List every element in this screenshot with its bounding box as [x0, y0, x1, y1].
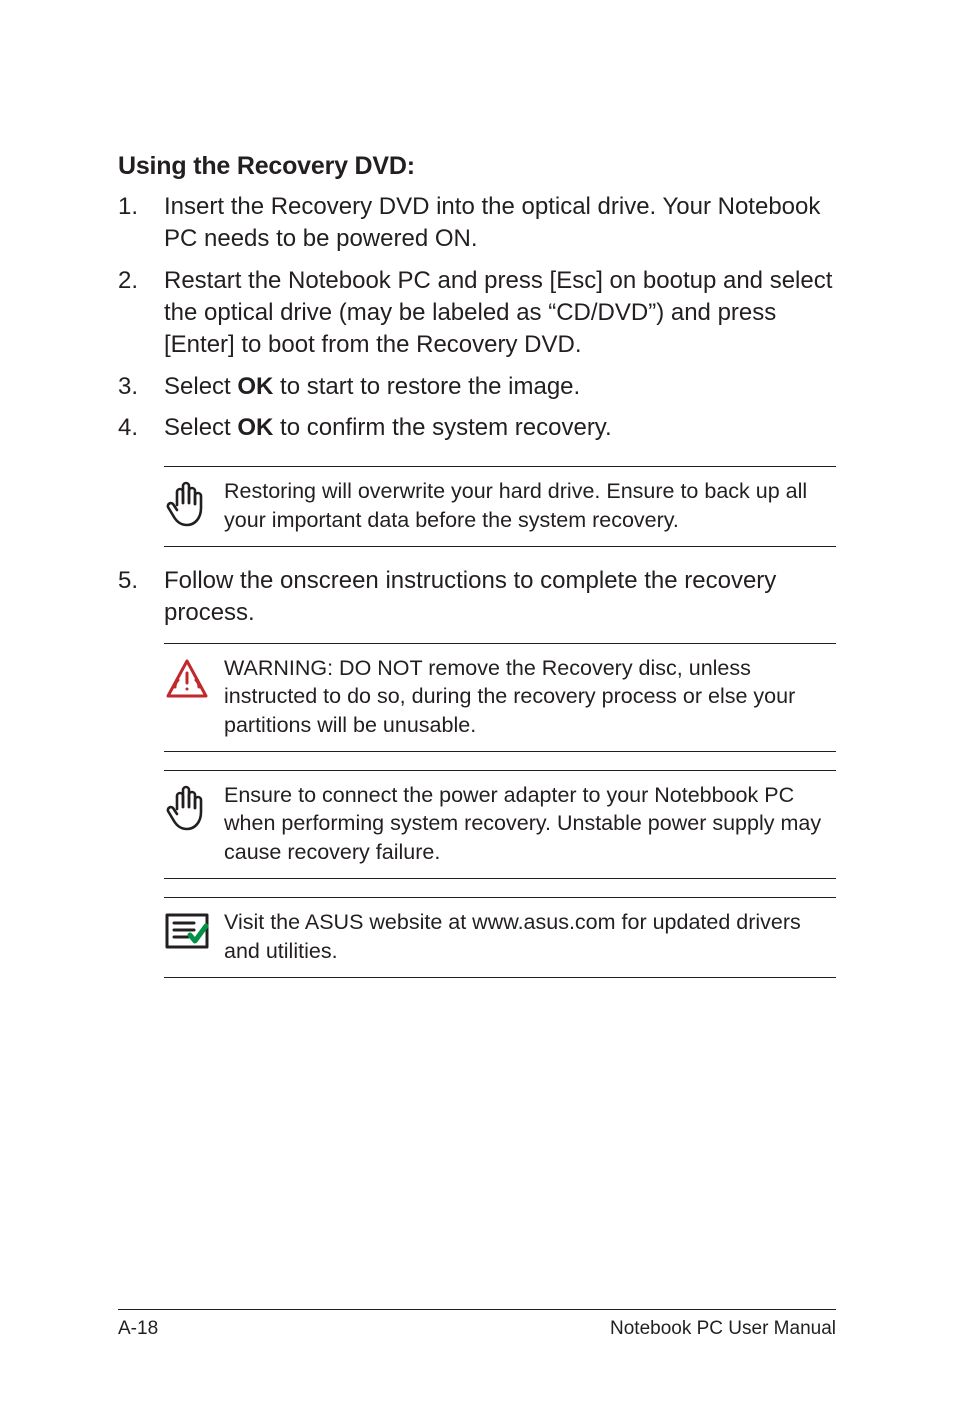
note-box: Restoring will overwrite your hard drive… [164, 466, 836, 547]
step-text: Select OK to confirm the system recovery… [164, 412, 836, 444]
note-text: Ensure to connect the power adapter to y… [224, 781, 836, 866]
note-box: Visit the ASUS website at www.asus.com f… [164, 897, 836, 978]
step-row-5: 5. Follow the onscreen instructions to c… [118, 565, 836, 629]
note-text: WARNING: DO NOT remove the Recovery disc… [224, 654, 836, 739]
note-text: Restoring will overwrite your hard drive… [224, 477, 836, 534]
section-heading: Using the Recovery DVD: [118, 152, 836, 181]
step-text-post: to start to restore the image. [273, 373, 580, 400]
step-text: Restart the Notebook PC and press [Esc] … [164, 265, 836, 361]
tip-icon [164, 908, 224, 965]
step-number: 2. [118, 265, 164, 361]
step-text-pre: Select [164, 373, 237, 400]
page-footer: A-18 Notebook PC User Manual [118, 1309, 836, 1340]
step-text: Follow the onscreen instructions to comp… [164, 565, 836, 629]
step-text-bold: OK [237, 373, 273, 400]
hand-icon [164, 477, 224, 534]
note-box: Ensure to connect the power adapter to y… [164, 770, 836, 879]
step-row-3: 3. Select OK to start to restore the ima… [118, 371, 836, 403]
page-number: A-18 [118, 1318, 158, 1340]
step-row-4: 4. Select OK to confirm the system recov… [118, 412, 836, 444]
step-text-post: to confirm the system recovery. [273, 414, 611, 441]
step-row-1: 1. Insert the Recovery DVD into the opti… [118, 191, 836, 255]
step-text: Select OK to start to restore the image. [164, 371, 836, 403]
step-row-2: 2. Restart the Notebook PC and press [Es… [118, 265, 836, 361]
step-text-pre: Select [164, 414, 237, 441]
step-number: 5. [118, 565, 164, 629]
warning-icon [164, 654, 224, 739]
step-number: 1. [118, 191, 164, 255]
hand-icon [164, 781, 224, 866]
note-text: Visit the ASUS website at www.asus.com f… [224, 908, 836, 965]
note-box: WARNING: DO NOT remove the Recovery disc… [164, 643, 836, 752]
step-text: Insert the Recovery DVD into the optical… [164, 191, 836, 255]
step-number: 4. [118, 412, 164, 444]
page: Using the Recovery DVD: 1. Insert the Re… [0, 0, 954, 1418]
footer-title: Notebook PC User Manual [610, 1318, 836, 1340]
step-text-bold: OK [237, 414, 273, 441]
step-number: 3. [118, 371, 164, 403]
